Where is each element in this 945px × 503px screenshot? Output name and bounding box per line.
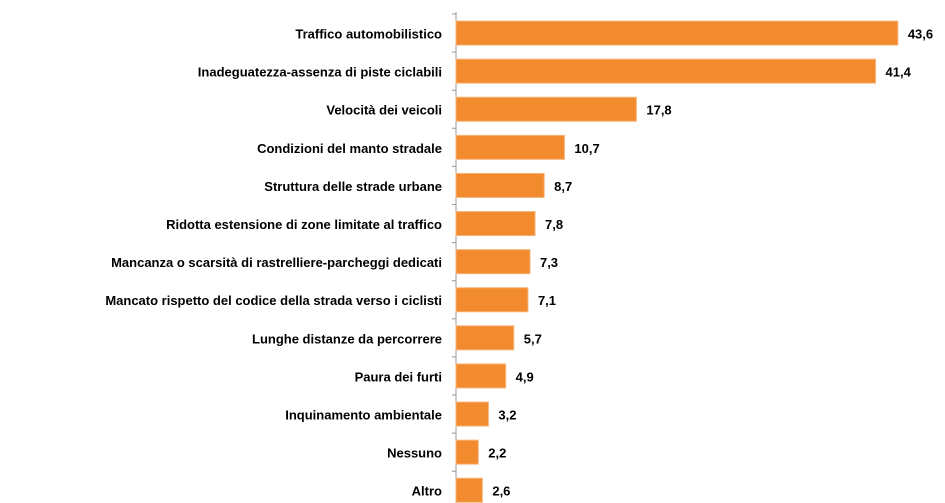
category-label: Velocità dei veicoli — [326, 103, 442, 118]
bar — [455, 249, 531, 275]
bar — [455, 477, 483, 503]
category-label: Traffico automobilistico — [295, 26, 442, 41]
bar — [455, 20, 899, 46]
bar — [455, 439, 479, 465]
value-label: 41,4 — [886, 65, 912, 80]
category-label: Ridotta estensione di zone limitate al t… — [166, 217, 442, 232]
category-label: Inquinamento ambientale — [285, 407, 442, 422]
value-label: 3,2 — [498, 407, 516, 422]
bar — [455, 134, 565, 160]
value-label: 7,1 — [538, 293, 556, 308]
category-label: Mancanza o scarsità di rastrelliere-parc… — [111, 255, 442, 270]
value-label: 2,2 — [488, 446, 506, 461]
category-label: Mancato rispetto del codice della strada… — [105, 293, 442, 308]
bar — [455, 325, 515, 351]
category-label: Altro — [412, 484, 442, 499]
category-label: Struttura delle strade urbane — [264, 179, 442, 194]
category-label: Nessuno — [387, 446, 442, 461]
bar — [455, 287, 529, 313]
value-label: 43,6 — [908, 26, 933, 41]
bar — [455, 211, 536, 237]
value-label: 5,7 — [524, 331, 542, 346]
value-label: 2,6 — [492, 484, 510, 499]
category-label: Inadeguatezza-assenza di piste ciclabili — [198, 65, 442, 80]
value-label: 17,8 — [646, 103, 671, 118]
bar — [455, 58, 877, 84]
value-label: 8,7 — [554, 179, 572, 194]
bar — [455, 172, 545, 198]
value-label: 7,3 — [540, 255, 558, 270]
category-label: Lunghe distanze da percorrere — [252, 331, 442, 346]
value-label: 7,8 — [545, 217, 563, 232]
bar — [455, 96, 637, 122]
bar — [455, 363, 507, 389]
value-label: 4,9 — [516, 369, 534, 384]
bar — [455, 401, 489, 427]
category-label: Condizioni del manto stradale — [257, 141, 442, 156]
value-label: 10,7 — [574, 141, 599, 156]
category-label: Paura dei furti — [355, 369, 442, 384]
